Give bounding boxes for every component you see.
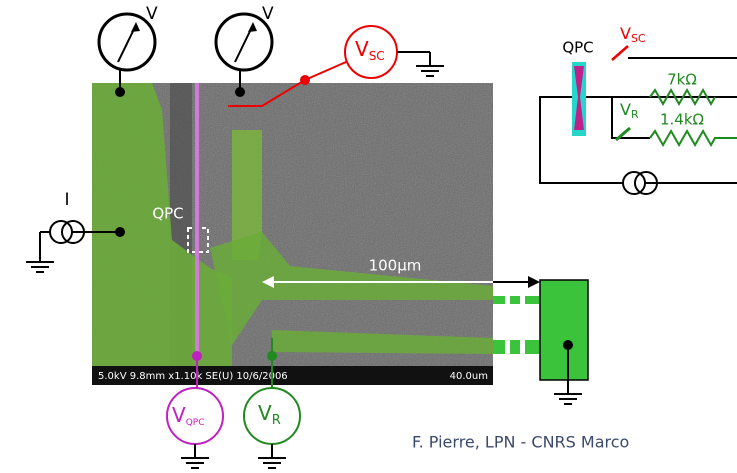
label-part: QPC xyxy=(186,418,205,428)
shape xyxy=(267,351,277,361)
shape xyxy=(510,340,520,354)
qpc-label: QPC xyxy=(152,205,183,223)
current-label: I xyxy=(64,190,69,210)
info-text: 5.0kV 9.8mm x1.10k SE(U) 10/6/2006 xyxy=(98,371,288,382)
shape xyxy=(525,296,540,304)
shape xyxy=(510,296,520,304)
label-part: V xyxy=(172,403,186,427)
scale-text: 40.0um xyxy=(450,371,488,382)
resistor-label: 7kΩ xyxy=(667,71,697,89)
label-part: R xyxy=(631,108,639,121)
shape xyxy=(300,75,310,85)
shape xyxy=(115,87,125,97)
voltmeter-label: V xyxy=(262,4,274,24)
resistor-label: 1.4kΩ xyxy=(660,111,704,129)
shape xyxy=(563,340,573,350)
shape xyxy=(612,46,628,60)
voltmeter-label: V xyxy=(146,4,158,24)
label-part: R xyxy=(272,413,281,428)
shape xyxy=(650,131,737,145)
shape xyxy=(493,296,505,304)
shape xyxy=(416,52,444,76)
shape xyxy=(181,444,209,468)
shape xyxy=(192,351,202,361)
shape xyxy=(554,380,582,404)
contact-pad xyxy=(493,280,588,404)
circuit-vr-label: VR xyxy=(620,100,639,122)
circuit: QPC VSC VR 7kΩ 1.4kΩ xyxy=(540,24,737,195)
shape xyxy=(115,227,125,237)
circuit-qpc-label: QPC xyxy=(562,39,593,57)
label-part: V xyxy=(355,37,369,61)
label-part: SC xyxy=(631,32,646,45)
label-part: V xyxy=(620,100,631,119)
shape xyxy=(525,340,540,354)
shape xyxy=(493,340,505,354)
footer: F. Pierre, LPN - CNRS Marco xyxy=(412,433,629,452)
label-part: SC xyxy=(369,49,385,63)
label-part: V xyxy=(258,401,272,425)
figure: 5.0kV 9.8mm x1.10k SE(U) 10/6/2006 40.0u… xyxy=(0,0,737,473)
sem-image: 5.0kV 9.8mm x1.10k SE(U) 10/6/2006 40.0u… xyxy=(92,83,493,385)
scale-label: 100µm xyxy=(369,257,422,275)
shape xyxy=(258,444,286,468)
shape xyxy=(540,280,588,380)
label-part: V xyxy=(620,24,631,43)
shape xyxy=(26,248,54,272)
circuit-vsc-label: VSC xyxy=(620,24,646,46)
shape xyxy=(235,87,245,97)
